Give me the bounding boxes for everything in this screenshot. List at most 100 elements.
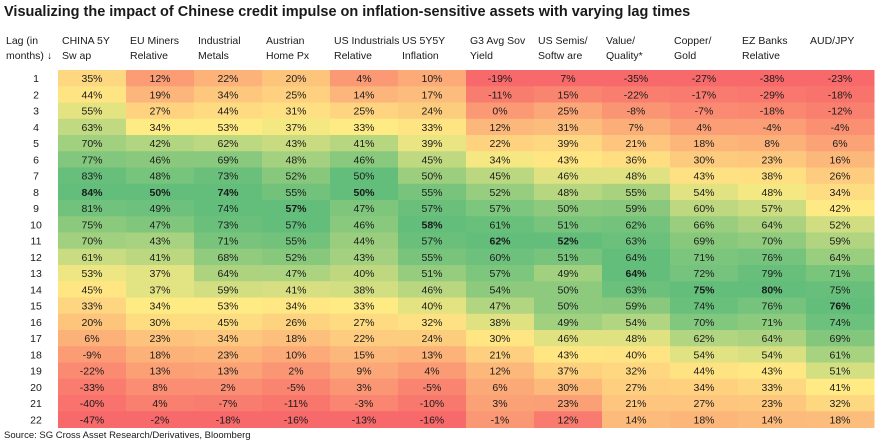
- cell-value-label: -33%: [80, 382, 105, 394]
- heatmap-cell: [534, 248, 603, 266]
- cell-value-label: 27%: [625, 382, 646, 394]
- heatmap-cell: [534, 118, 603, 136]
- heatmap-cell: [126, 265, 195, 282]
- row-lag-label: 7: [33, 171, 39, 183]
- heatmap-cell: [534, 167, 603, 185]
- cell-value-label: 70%: [81, 138, 102, 150]
- heatmap-cell: [806, 86, 875, 103]
- cell-value-label: 42%: [829, 203, 850, 215]
- cell-value-label: 8%: [152, 382, 167, 394]
- heatmap-cell: [602, 313, 671, 331]
- cell-value-label: 34%: [149, 301, 170, 313]
- heatmap-cell: [262, 151, 331, 168]
- heatmap-cell: [330, 362, 399, 380]
- heatmap-cell: [738, 395, 807, 412]
- heatmap-cell: [466, 346, 535, 363]
- heatmap-cell: [398, 216, 467, 233]
- heatmap-cell: [262, 118, 331, 136]
- heatmap-cell: [806, 102, 875, 120]
- cell-value-label: 46%: [149, 154, 170, 166]
- heatmap-cell: [58, 297, 127, 315]
- heatmap-cell: [330, 248, 399, 266]
- cell-value-label: 43%: [557, 154, 578, 166]
- heatmap-cell: [466, 102, 535, 120]
- heatmap-cell: [466, 378, 535, 396]
- cell-value-label: 54%: [693, 349, 714, 361]
- heatmap-cell: [262, 395, 331, 412]
- cell-value-label: 38%: [489, 317, 510, 329]
- cell-value-label: -5%: [287, 382, 306, 394]
- cell-value-label: 0%: [492, 106, 507, 118]
- cell-value-label: 43%: [761, 366, 782, 378]
- heatmap-cell: [738, 378, 807, 396]
- heatmap-cell: [126, 378, 195, 396]
- cell-value-label: 27%: [353, 317, 374, 329]
- heatmap-cell: [806, 265, 875, 282]
- cell-value-label: 9%: [356, 366, 371, 378]
- heatmap-cell: [670, 248, 739, 266]
- heatmap-cell: [194, 200, 263, 217]
- heatmap-cell: [738, 216, 807, 233]
- heatmap-cell: [398, 248, 467, 266]
- cell-value-label: 30%: [557, 382, 578, 394]
- column-header-label: Relative: [130, 50, 168, 62]
- column-header-label: G3 Avg Sov: [470, 35, 526, 47]
- cell-value-label: 54%: [489, 284, 510, 296]
- heatmap-cell: [806, 135, 875, 152]
- cell-value-label: 21%: [625, 398, 646, 410]
- cell-value-label: 31%: [557, 122, 578, 134]
- cell-value-label: -22%: [624, 89, 649, 101]
- cell-value-label: 22%: [217, 73, 238, 85]
- cell-value-label: 2%: [220, 382, 235, 394]
- heatmap-cell: [262, 265, 331, 282]
- cell-value-label: 63%: [625, 236, 646, 248]
- cell-value-label: 44%: [353, 236, 374, 248]
- cell-value-label: 25%: [557, 106, 578, 118]
- cell-value-label: 26%: [829, 171, 850, 183]
- column-header-label: Inflation: [402, 50, 439, 62]
- column-header-label: EU Miners: [130, 35, 179, 47]
- row-lag-label: 2: [33, 89, 39, 101]
- heatmap-cell: [262, 183, 331, 201]
- cell-value-label: 2%: [288, 366, 303, 378]
- cell-value-label: 53%: [81, 268, 102, 280]
- heatmap-cell: [126, 346, 195, 363]
- heatmap-cell: [194, 135, 263, 152]
- column-header-label: AUD/JPY: [810, 35, 854, 47]
- heatmap-cell: [602, 297, 671, 315]
- cell-value-label: 40%: [353, 268, 374, 280]
- heatmap-cell: [262, 313, 331, 331]
- cell-value-label: 52%: [285, 171, 306, 183]
- cell-value-label: -18%: [760, 106, 785, 118]
- cell-value-label: 6%: [84, 333, 99, 345]
- heatmap-cell: [330, 297, 399, 315]
- cell-value-label: 57%: [761, 203, 782, 215]
- heatmap-cell: [602, 118, 671, 136]
- cell-value-label: 37%: [149, 284, 170, 296]
- cell-value-label: 51%: [557, 252, 578, 264]
- cell-value-label: 64%: [625, 268, 647, 280]
- cell-value-label: 13%: [421, 349, 442, 361]
- cell-value-label: 18%: [693, 414, 714, 426]
- column-header-label: Gold: [674, 50, 696, 62]
- cell-value-label: 46%: [557, 333, 578, 345]
- heatmap-cell: [466, 200, 535, 217]
- cell-value-label: 69%: [217, 154, 238, 166]
- cell-value-label: 69%: [693, 236, 714, 248]
- cell-value-label: 75%: [81, 219, 102, 231]
- row-lag-label: 22: [30, 414, 42, 426]
- cell-value-label: 48%: [149, 171, 170, 183]
- heatmap-cell: [398, 297, 467, 315]
- row-lag-label: 11: [31, 236, 42, 248]
- cell-value-label: -29%: [760, 89, 785, 101]
- heatmap-cell: [262, 248, 331, 266]
- heatmap-cell: [534, 183, 603, 201]
- cell-value-label: 54%: [693, 187, 714, 199]
- column-header-label: Sw ap: [62, 50, 91, 62]
- cell-value-label: 59%: [625, 203, 646, 215]
- column-header-label: Quality*: [606, 50, 643, 62]
- heatmap-cell: [194, 216, 263, 233]
- source-note: Source: SG Cross Asset Research/Derivati…: [4, 430, 251, 441]
- heatmap-cell: [58, 102, 127, 120]
- cell-value-label: 51%: [421, 268, 442, 280]
